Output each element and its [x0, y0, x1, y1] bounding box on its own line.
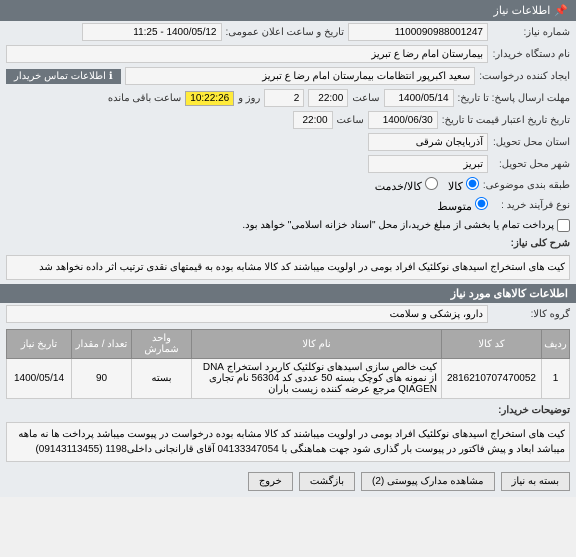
deadline-remain-label: ساعت باقی مانده: [108, 93, 181, 104]
validity-time: 22:00: [293, 111, 333, 129]
group-label: گروه کالا:: [492, 309, 570, 320]
contact-button[interactable]: ℹ اطلاعات تماس خریدار: [6, 69, 121, 84]
td-qty: 90: [72, 359, 132, 399]
th-code: کد کالا: [442, 330, 542, 359]
row-validity: تاریخ تاریخ اعتبار قیمت تا تاریخ: 1400/0…: [0, 109, 576, 131]
row-deadline: مهلت ارسال پاسخ: تا تاریخ: 1400/05/14 سا…: [0, 87, 576, 109]
th-unit: واحد شمارش: [132, 330, 192, 359]
items-section-title: اطلاعات کالاهای مورد نیاز: [0, 284, 576, 303]
need-no-value: 1100090988001247: [348, 23, 488, 41]
deadline-days-label: روز و: [238, 93, 260, 104]
process-radio-group: متوسط: [437, 197, 488, 213]
category-radio-group: کالا کالا/خدمت: [375, 177, 479, 193]
deadline-label: مهلت ارسال پاسخ: تا تاریخ:: [458, 93, 570, 104]
notes-text: کیت های استخراج اسیدهای نوکلئیک افراد بو…: [6, 422, 570, 462]
treasury-checkbox[interactable]: [557, 219, 570, 232]
row-need-no: شماره نیاز: 1100090988001247 تاریخ و ساع…: [0, 21, 576, 43]
header-title: اطلاعات نیاز: [494, 4, 551, 17]
table-row: 1 2816210707470052 کیت خالص سازی اسیدهای…: [7, 359, 570, 399]
group-value: دارو، پزشکی و سلامت: [6, 305, 488, 323]
announce-value: 1400/05/12 - 11:25: [82, 23, 222, 41]
td-idx: 1: [542, 359, 570, 399]
process-label: نوع فرآیند خرید :: [492, 200, 570, 211]
need-no-label: شماره نیاز:: [492, 27, 570, 38]
row-process: نوع فرآیند خرید : متوسط: [0, 195, 576, 215]
city-value: تبریز: [368, 155, 488, 173]
validity-date: 1400/06/30: [368, 111, 438, 129]
validity-label: تاریخ تاریخ اعتبار قیمت تا تاریخ:: [442, 115, 570, 126]
radio-service-input[interactable]: [425, 177, 438, 190]
checkbox-label: پرداخت تمام یا بخشی از مبلغ خرید،از محل …: [242, 220, 554, 231]
docs-button[interactable]: مشاهده مدارک پیوستی (2): [361, 472, 495, 491]
td-name: کیت خالص سازی اسیدهای نوکلئیک کاربرد است…: [192, 359, 442, 399]
td-date: 1400/05/14: [7, 359, 72, 399]
notes-label: توضیحات خریدار:: [492, 405, 570, 416]
province-label: استان محل تحویل:: [492, 137, 570, 148]
th-qty: تعداد / مقدار: [72, 330, 132, 359]
radio-goods[interactable]: کالا: [448, 177, 479, 193]
radio-process-input[interactable]: [475, 197, 488, 210]
back-button[interactable]: بسته به نیاز: [501, 472, 570, 491]
deadline-time-label: ساعت: [352, 93, 379, 104]
td-code: 2816210707470052: [442, 359, 542, 399]
radio-process[interactable]: متوسط: [437, 197, 488, 213]
info-icon: ℹ: [109, 71, 113, 82]
exit-button[interactable]: بازگشت: [299, 472, 355, 491]
row-city: شهر محل تحویل: تبریز: [0, 153, 576, 175]
footer: بسته به نیاز مشاهده مدارک پیوستی (2) باز…: [0, 466, 576, 497]
row-province: استان محل تحویل: آذربایجان شرقی: [0, 131, 576, 153]
row-notes-label: توضیحات خریدار:: [0, 403, 576, 418]
header-bar: 📌 اطلاعات نیاز: [0, 0, 576, 21]
radio-service[interactable]: کالا/خدمت: [375, 177, 438, 193]
items-table: ردیف کد کالا نام کالا واحد شمارش تعداد /…: [6, 329, 570, 399]
buyer-value: بیمارستان امام رضا ع تبریز: [6, 45, 488, 63]
announce-label: تاریخ و ساعت اعلان عمومی:: [226, 27, 345, 38]
radio-goods-input[interactable]: [466, 177, 479, 190]
row-group: گروه کالا: دارو، پزشکی و سلامت: [0, 303, 576, 325]
close-button[interactable]: خروج: [248, 472, 293, 491]
city-label: شهر محل تحویل:: [492, 159, 570, 170]
creator-value: سعید اکبرپور انتظامات بیمارستان امام رضا…: [125, 67, 476, 85]
province-value: آذربایجان شرقی: [368, 133, 488, 151]
row-desc-label: شرح کلی نیاز:: [0, 236, 576, 251]
contact-btn-label: اطلاعات تماس خریدار: [14, 71, 106, 82]
row-category: طبقه بندی موضوعی: کالا کالا/خدمت: [0, 175, 576, 195]
buyer-label: نام دستگاه خریدار:: [492, 49, 570, 60]
table-header-row: ردیف کد کالا نام کالا واحد شمارش تعداد /…: [7, 330, 570, 359]
validity-time-label: ساعت: [337, 115, 364, 126]
deadline-days: 2: [264, 89, 304, 107]
creator-label: ایجاد کننده درخواست:: [479, 71, 570, 82]
deadline-remain: 10:22:26: [185, 91, 234, 106]
th-idx: ردیف: [542, 330, 570, 359]
category-label: طبقه بندی موضوعی:: [483, 180, 570, 191]
row-buyer: نام دستگاه خریدار: بیمارستان امام رضا ع …: [0, 43, 576, 65]
desc-text: کیت های استخراج اسیدهای نوکلئیک افراد بو…: [6, 255, 570, 280]
desc-label: شرح کلی نیاز:: [492, 238, 570, 249]
pin-icon: 📌: [554, 4, 568, 17]
deadline-time: 22:00: [308, 89, 348, 107]
deadline-date: 1400/05/14: [384, 89, 454, 107]
row-creator: ایجاد کننده درخواست: سعید اکبرپور انتظام…: [0, 65, 576, 87]
th-name: نام کالا: [192, 330, 442, 359]
row-checkbox: پرداخت تمام یا بخشی از مبلغ خرید،از محل …: [0, 215, 576, 236]
td-unit: بسته: [132, 359, 192, 399]
th-date: تاریخ نیاز: [7, 330, 72, 359]
